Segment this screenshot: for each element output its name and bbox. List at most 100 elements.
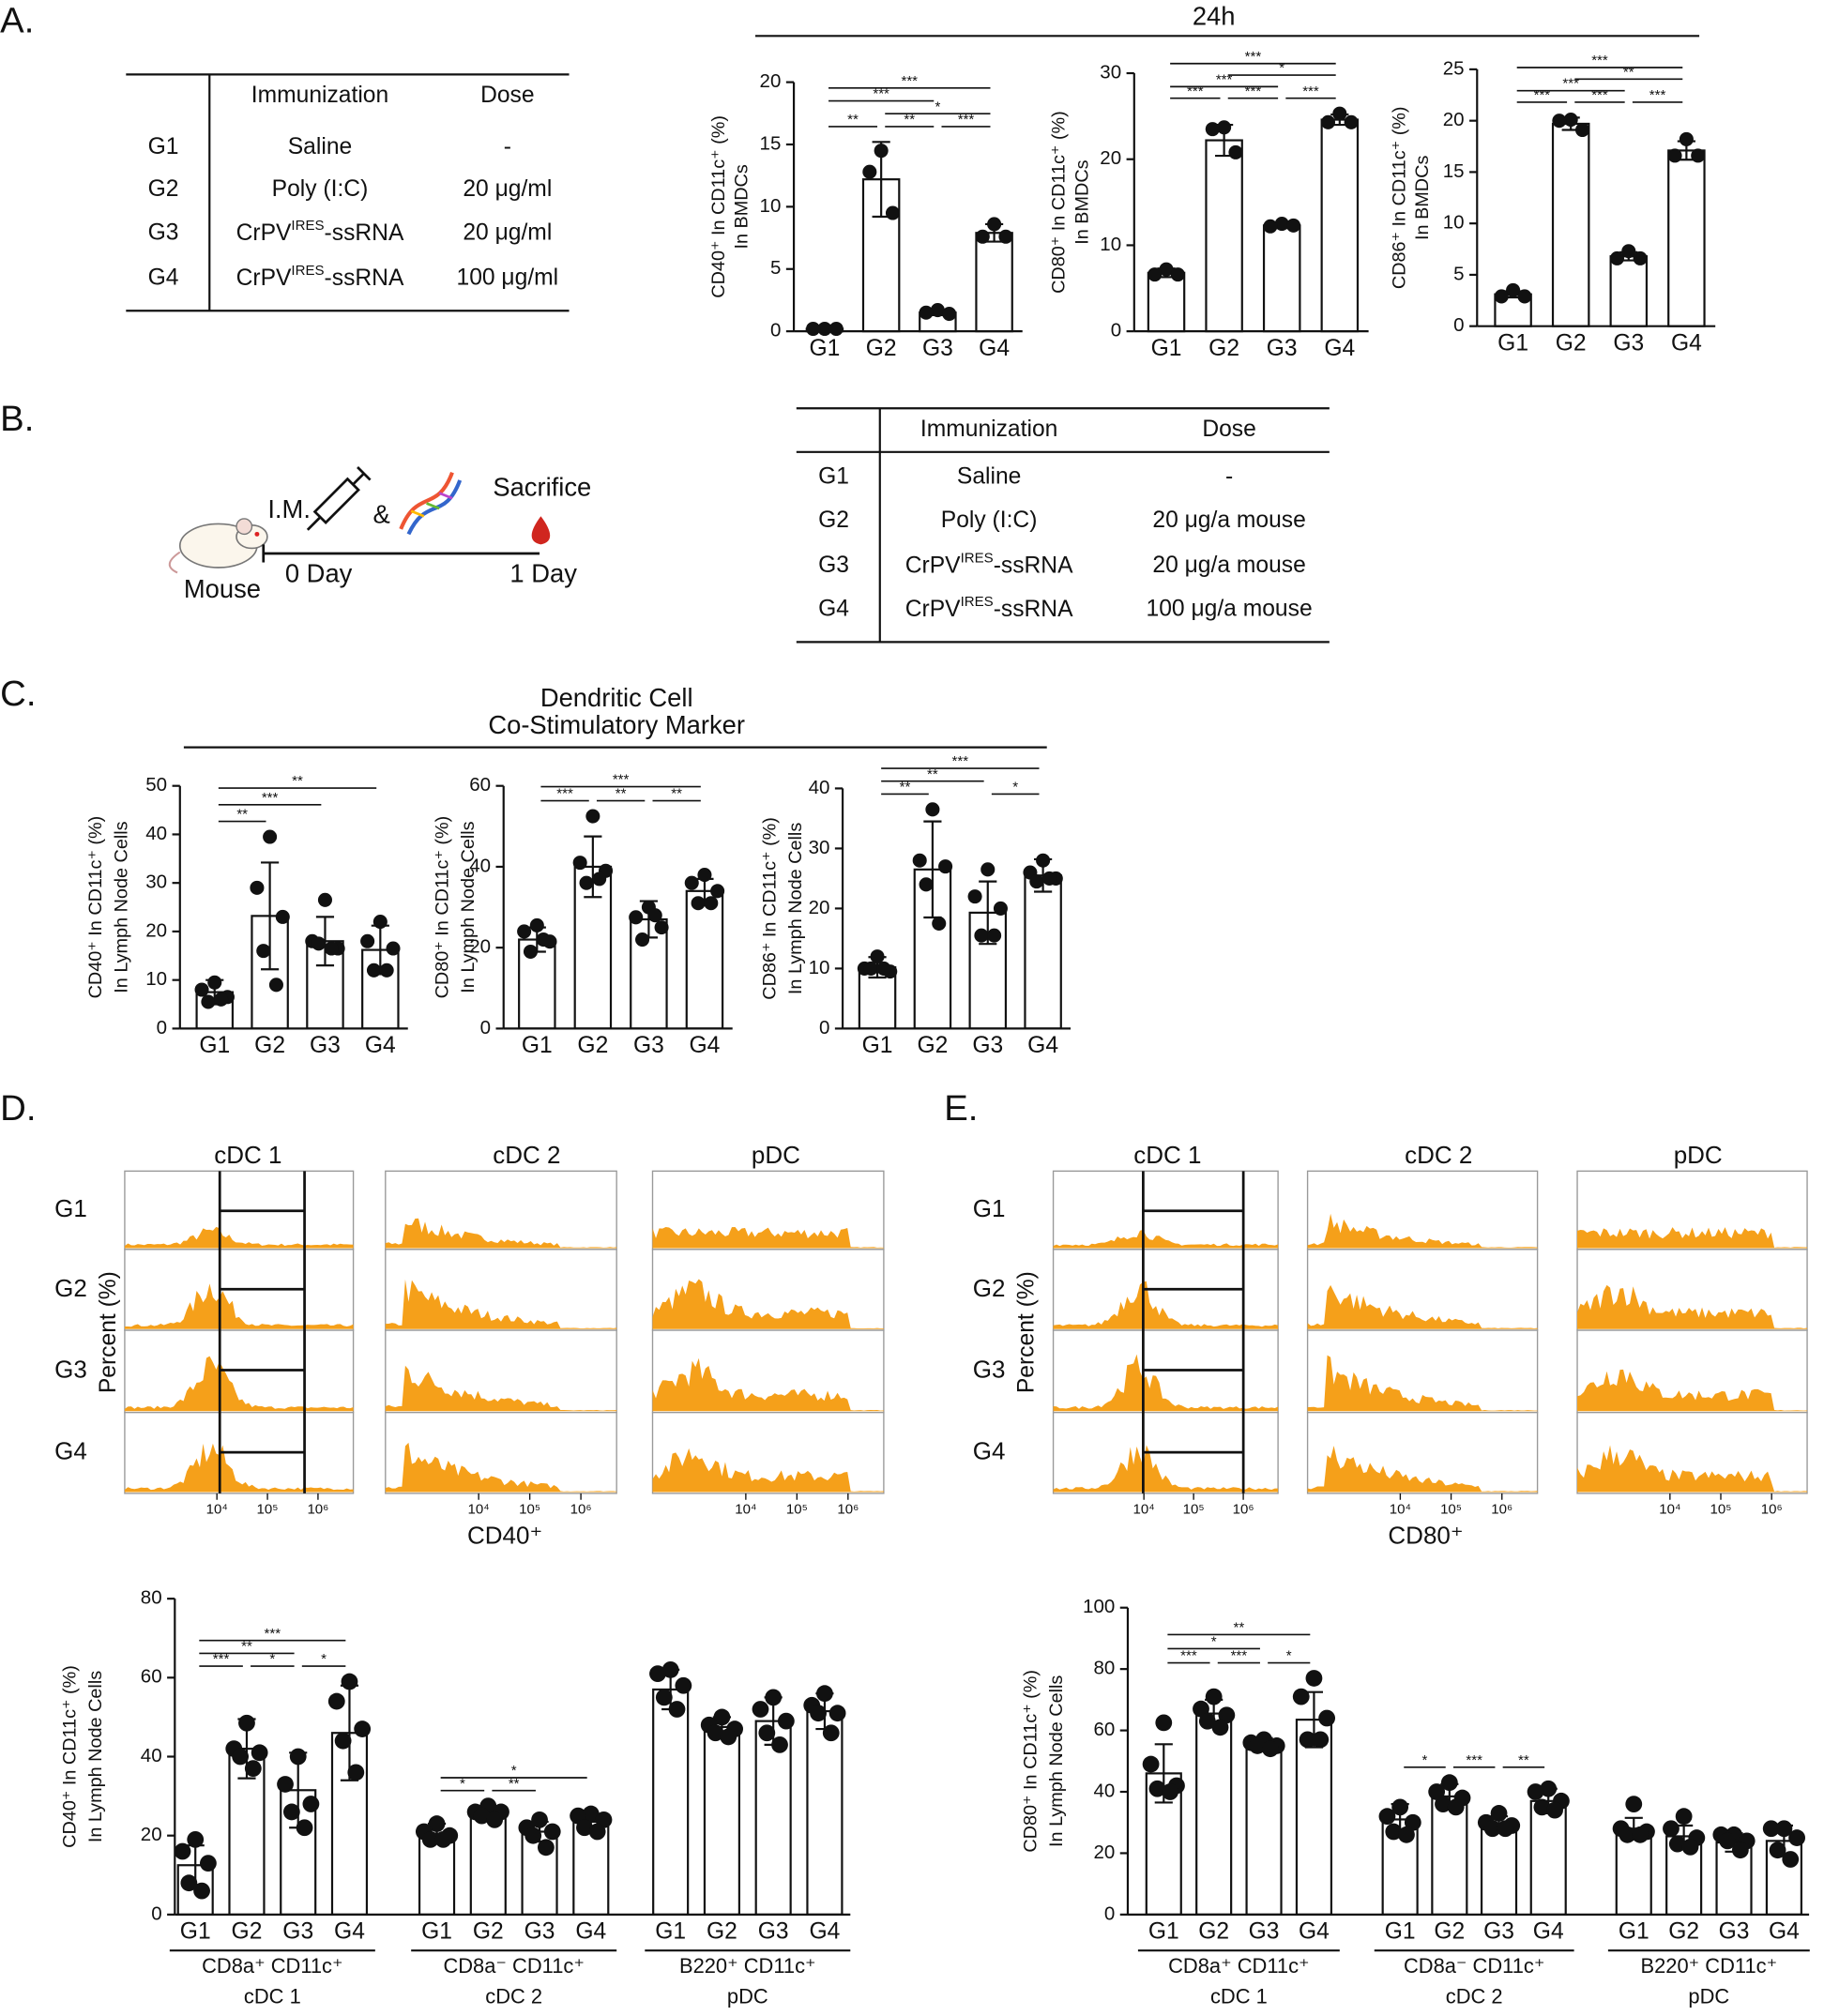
y-axis-label: Percent (%)	[1014, 1271, 1040, 1393]
data-point	[1162, 1783, 1179, 1800]
x-tick-label: G1	[1151, 336, 1182, 361]
data-point	[1691, 148, 1706, 163]
histogram	[652, 1279, 884, 1329]
histogram-row-label: G2	[54, 1274, 87, 1302]
histogram	[1053, 1354, 1279, 1412]
significance-label: ***	[1649, 87, 1666, 103]
data-point	[1217, 120, 1232, 135]
data-point	[347, 1764, 365, 1781]
data-point	[765, 1689, 783, 1706]
data-point	[1249, 1737, 1267, 1754]
y-axis-label: CD80⁺ In CD11c⁺ (%)	[433, 816, 453, 999]
data-point	[193, 1882, 210, 1900]
x-tick-label: G3	[310, 1033, 341, 1058]
histogram	[652, 1357, 884, 1412]
cell-superscript: IRES	[961, 594, 994, 610]
data-point	[1490, 1805, 1508, 1822]
data-point	[576, 1819, 593, 1837]
x-tick-label: G1	[1385, 1919, 1416, 1945]
significance-label: *	[935, 99, 940, 114]
data-point	[1609, 250, 1624, 265]
bar	[806, 1710, 844, 1916]
x-tick-label: G2	[473, 1919, 504, 1945]
significance-label: ***	[1216, 72, 1233, 88]
cell-text: -ssRNA	[325, 220, 404, 246]
panel-label: D.	[0, 1088, 36, 1129]
significance-label: **	[509, 1776, 520, 1792]
table-cell: 20 μg/ml	[463, 220, 552, 246]
bar	[1262, 224, 1301, 333]
y-tick-label: 40	[809, 777, 830, 798]
x-tick-label: G2	[232, 1919, 263, 1945]
significance-label: **	[671, 786, 682, 802]
cell-text: -ssRNA	[994, 553, 1073, 578]
data-point	[531, 1811, 548, 1828]
x-tick-label: G3	[1719, 1919, 1750, 1945]
table-header: Immunization	[920, 417, 1057, 442]
data-point	[876, 961, 891, 976]
histogram	[385, 1279, 617, 1329]
x-tick-label: 10⁵	[257, 1502, 279, 1518]
data-point	[263, 829, 278, 844]
group-title: Dendritic Cell	[540, 683, 693, 712]
data-point	[579, 875, 594, 890]
significance-label: ***	[1231, 1648, 1248, 1664]
bar	[1431, 1795, 1468, 1916]
data-point	[1494, 289, 1509, 304]
data-point	[635, 932, 650, 947]
x-tick-label: 10⁴	[735, 1502, 756, 1518]
data-point	[334, 1732, 352, 1750]
data-point	[1292, 1688, 1310, 1705]
data-point	[1483, 1820, 1501, 1838]
data-point	[930, 303, 945, 318]
data-point	[707, 1724, 724, 1742]
table-cell: G2	[818, 508, 849, 533]
data-point	[592, 872, 607, 887]
data-point	[214, 992, 229, 1007]
data-point	[1552, 114, 1567, 129]
rna-base	[438, 492, 453, 500]
x-tick-label: G4	[334, 1919, 365, 1945]
syringe-plunger	[357, 466, 372, 481]
table-cell: CrPVIRES-ssRNA	[905, 550, 1073, 578]
x-tick-label: G4	[1533, 1919, 1564, 1945]
y-tick-label: 40	[1093, 1780, 1115, 1801]
group-label: B220⁺ CD11c⁺	[1641, 1954, 1778, 1978]
data-point	[289, 1748, 307, 1766]
y-axis-label: In BMDCs	[732, 164, 752, 249]
bar	[1147, 271, 1186, 333]
significance-label: **	[616, 786, 627, 802]
x-axis-label: CD80⁺	[1388, 1521, 1463, 1549]
table-cell: G2	[148, 176, 179, 202]
data-point	[1312, 1731, 1330, 1749]
x-tick-label: G3	[1267, 336, 1298, 361]
data-point	[822, 1724, 840, 1742]
data-point	[1385, 1823, 1403, 1841]
data-point	[1218, 1706, 1236, 1724]
histogram	[1307, 1355, 1538, 1412]
table-cell: CrPVIRES-ssRNA	[236, 263, 404, 291]
histogram-row-label: G4	[54, 1437, 87, 1465]
significance-label: ***	[1245, 49, 1262, 65]
y-tick-label: 25	[1443, 57, 1465, 79]
data-point	[1274, 216, 1289, 232]
histogram	[1307, 1284, 1538, 1329]
data-point	[174, 1842, 191, 1860]
data-point	[1036, 853, 1051, 868]
y-tick-label: 50	[145, 774, 167, 796]
y-tick-label: 0	[1104, 1902, 1115, 1924]
data-point	[1440, 1774, 1458, 1792]
histogram-column-title: pDC	[1674, 1141, 1723, 1169]
data-point	[238, 1714, 255, 1732]
data-point	[987, 928, 1002, 943]
data-point	[967, 889, 982, 904]
significance-label: ***	[1187, 83, 1204, 99]
data-point	[1540, 1780, 1558, 1797]
x-tick-label: G2	[1208, 336, 1239, 361]
data-point	[1041, 871, 1056, 886]
data-point	[1170, 267, 1185, 282]
significance-label: **	[900, 780, 911, 796]
